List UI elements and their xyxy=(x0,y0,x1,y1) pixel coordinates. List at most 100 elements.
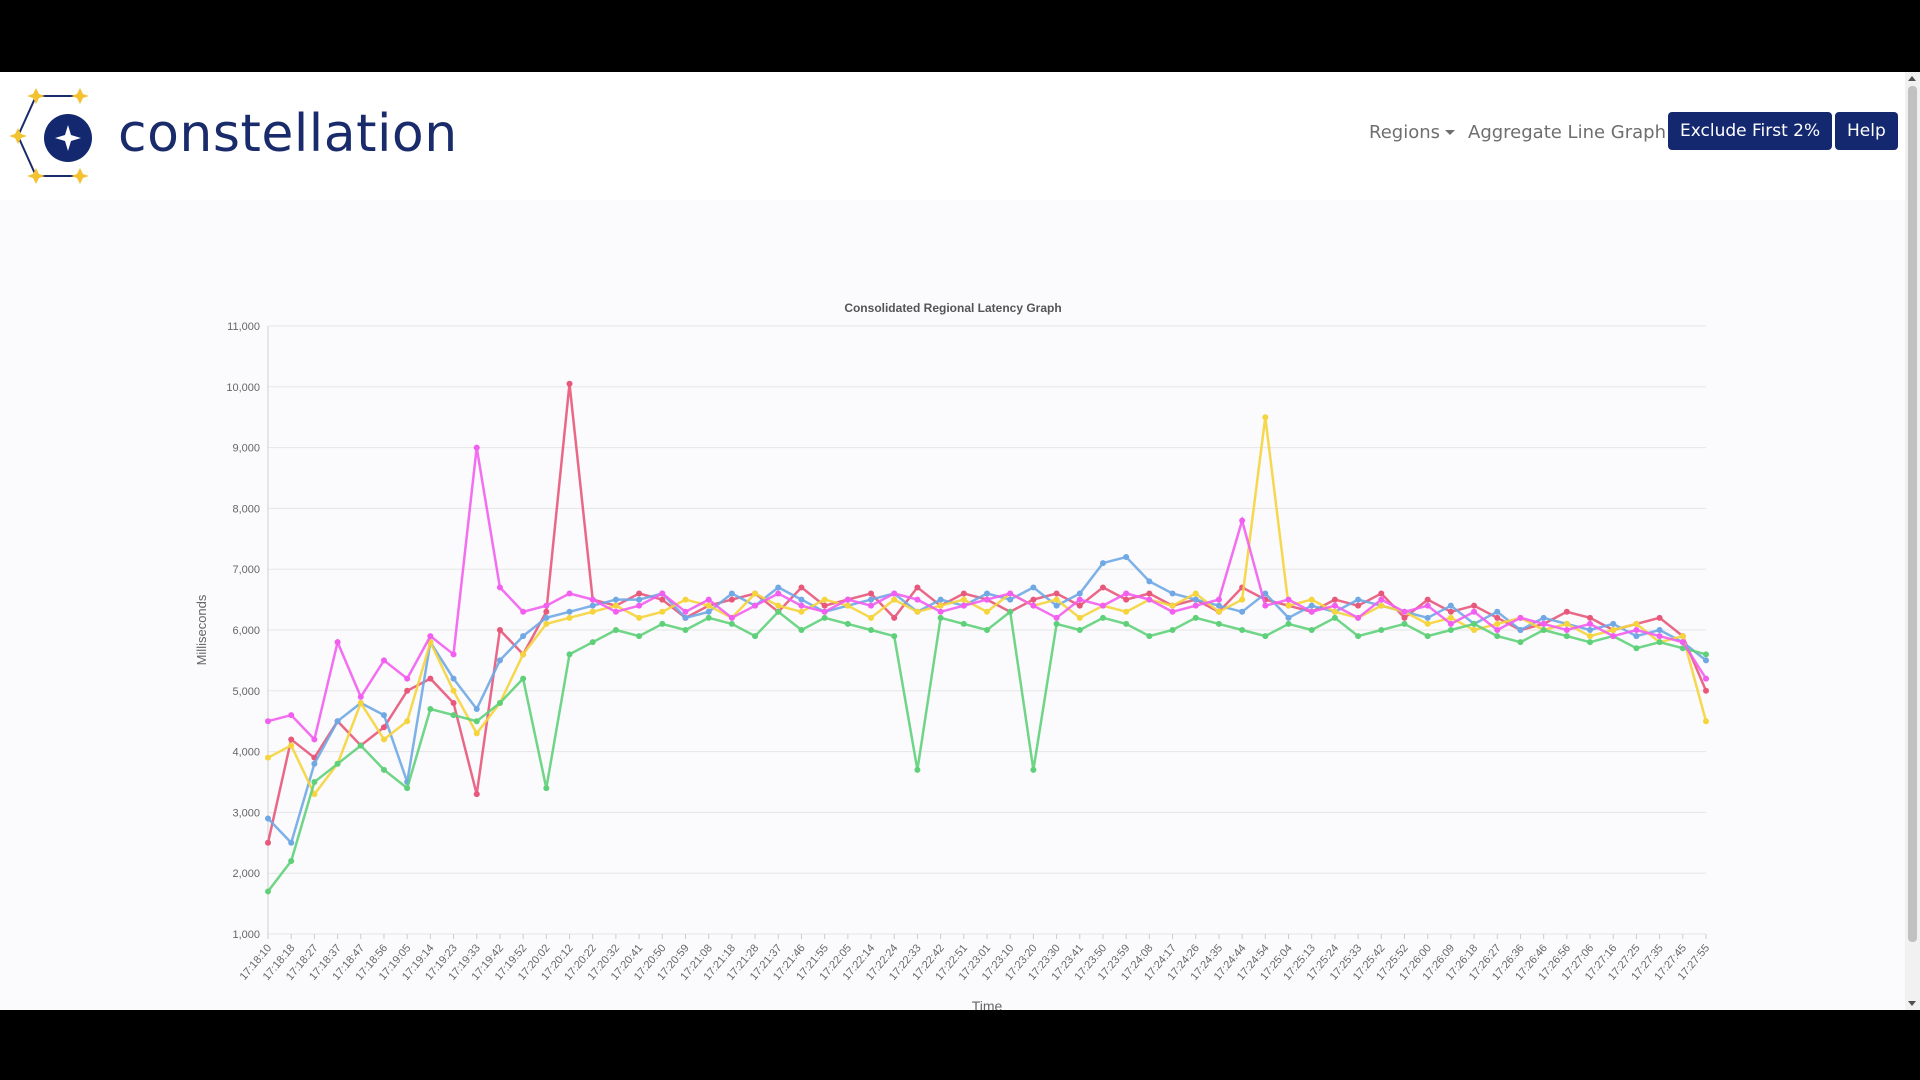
data-point xyxy=(1447,620,1454,627)
data-point xyxy=(1656,627,1663,633)
data-point xyxy=(1308,602,1315,609)
data-point xyxy=(1656,614,1663,621)
data-point xyxy=(1007,596,1014,603)
data-point xyxy=(798,627,805,633)
data-point xyxy=(496,699,503,706)
data-point xyxy=(937,596,944,603)
data-point xyxy=(659,590,666,597)
data-point xyxy=(891,614,898,621)
data-point xyxy=(288,839,295,846)
graph-type-dropdown[interactable]: Aggregate Line Graph xyxy=(1468,122,1681,143)
data-point xyxy=(1587,614,1594,621)
data-point xyxy=(1355,633,1362,640)
scrollbar-thumb[interactable] xyxy=(1908,86,1917,942)
help-button[interactable]: Help xyxy=(1835,112,1898,150)
data-point xyxy=(1007,608,1014,615)
data-point xyxy=(520,608,527,615)
data-point xyxy=(520,633,527,640)
brand-logo[interactable]: constellation xyxy=(8,82,457,192)
data-point xyxy=(1587,639,1594,646)
data-point xyxy=(798,584,805,591)
data-point xyxy=(1401,608,1408,615)
y-tick-label: 6,000 xyxy=(232,625,260,637)
y-tick-label: 4,000 xyxy=(232,747,260,759)
data-point xyxy=(682,608,689,615)
data-point xyxy=(1215,602,1222,609)
data-point xyxy=(473,444,480,451)
data-point xyxy=(1494,620,1501,627)
data-point xyxy=(1192,614,1199,621)
data-point xyxy=(334,718,341,725)
data-point xyxy=(1146,633,1153,640)
data-point xyxy=(960,602,967,609)
y-tick-label: 9,000 xyxy=(232,443,260,455)
data-point xyxy=(334,760,341,767)
data-point xyxy=(914,608,921,615)
data-point xyxy=(844,620,851,627)
data-point xyxy=(1331,614,1338,621)
scroll-down-arrow-icon[interactable] xyxy=(1908,1001,1916,1006)
data-point xyxy=(1471,602,1478,609)
data-point xyxy=(1239,596,1246,603)
data-point xyxy=(914,596,921,603)
data-point xyxy=(844,596,851,603)
data-point xyxy=(659,608,666,615)
data-point xyxy=(1378,627,1385,633)
data-point xyxy=(1053,596,1060,603)
data-point xyxy=(1447,627,1454,633)
scroll-up-arrow-icon[interactable] xyxy=(1908,76,1916,81)
data-point xyxy=(682,614,689,621)
x-axis-ticks: 17:18:1017:18:1817:18:2717:18:3717:18:47… xyxy=(238,934,1712,983)
y-tick-label: 1,000 xyxy=(232,929,260,941)
data-point xyxy=(914,766,921,773)
y-tick-label: 5,000 xyxy=(232,686,260,698)
data-point xyxy=(380,724,387,731)
series-us-east-1 xyxy=(265,608,1709,895)
exclude-first-button[interactable]: Exclude First 2% xyxy=(1668,112,1833,150)
y-tick-label: 3,000 xyxy=(232,807,260,819)
data-point xyxy=(1007,590,1014,597)
data-point xyxy=(1123,620,1130,627)
regions-dropdown[interactable]: Regions xyxy=(1369,122,1455,143)
data-point xyxy=(1563,627,1570,633)
data-point xyxy=(682,627,689,633)
data-point xyxy=(380,736,387,743)
data-point xyxy=(1378,602,1385,609)
data-point xyxy=(1169,590,1176,597)
data-point xyxy=(1215,620,1222,627)
data-point xyxy=(1471,608,1478,615)
data-point xyxy=(543,602,550,609)
data-point xyxy=(450,687,457,694)
data-point xyxy=(1517,614,1524,621)
data-point xyxy=(1563,633,1570,640)
data-point xyxy=(914,584,921,591)
data-point xyxy=(1355,596,1362,603)
data-point xyxy=(265,888,271,895)
data-point xyxy=(1239,627,1246,633)
data-point xyxy=(450,699,457,706)
page-scrollbar[interactable] xyxy=(1905,72,1920,1010)
data-point xyxy=(1030,584,1037,591)
data-point xyxy=(1703,657,1709,664)
data-point xyxy=(1424,596,1431,603)
data-point xyxy=(1424,602,1431,609)
data-point xyxy=(1540,620,1547,627)
data-point xyxy=(1494,633,1501,640)
data-point xyxy=(612,596,619,603)
data-point xyxy=(566,590,573,597)
data-point xyxy=(1146,596,1153,603)
chevron-down-icon xyxy=(1445,130,1455,135)
data-point xyxy=(1215,596,1222,603)
data-point xyxy=(821,596,828,603)
data-point xyxy=(1146,578,1153,585)
series-us-west-1 xyxy=(265,444,1709,743)
data-point xyxy=(288,858,295,865)
data-point xyxy=(589,602,596,609)
data-point xyxy=(1308,596,1315,603)
data-point xyxy=(1308,627,1315,633)
data-point xyxy=(1239,608,1246,615)
data-point xyxy=(1099,614,1106,621)
data-point xyxy=(450,675,457,682)
data-point xyxy=(311,779,318,785)
data-point xyxy=(1401,620,1408,627)
